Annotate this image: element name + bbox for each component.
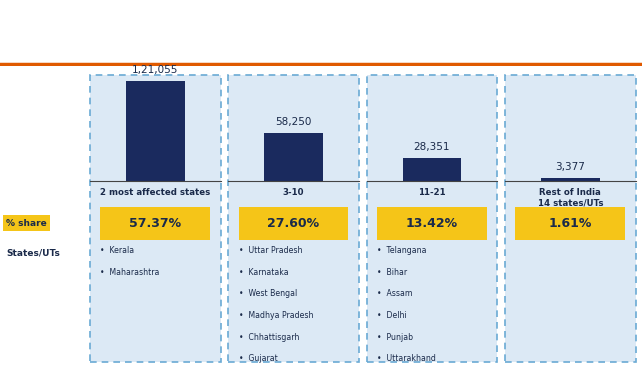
Text: 3,377: 3,377 <box>555 162 586 172</box>
Text: •  Delhi: • Delhi <box>377 311 407 320</box>
Text: States/UTs: States/UTs <box>6 249 60 258</box>
Text: •  Karnataka: • Karnataka <box>239 268 288 276</box>
Text: 13.42%: 13.42% <box>406 217 458 230</box>
Text: Active Cases Distribution: 57% of total active cases in 2 states: Active Cases Distribution: 57% of total … <box>13 22 642 41</box>
Text: 28,351: 28,351 <box>413 142 450 152</box>
Text: 1,21,055: 1,21,055 <box>132 65 178 75</box>
Text: •  Gujarat: • Gujarat <box>239 354 277 364</box>
Text: 1.61%: 1.61% <box>548 217 592 230</box>
Text: •  Kerala: • Kerala <box>100 246 134 255</box>
Text: 3-10: 3-10 <box>283 188 304 198</box>
Text: 58,250: 58,250 <box>275 117 312 127</box>
FancyBboxPatch shape <box>367 75 497 362</box>
FancyBboxPatch shape <box>505 75 636 362</box>
Text: •  Chhattisgarh: • Chhattisgarh <box>239 333 299 342</box>
FancyBboxPatch shape <box>541 178 600 181</box>
FancyBboxPatch shape <box>377 206 487 240</box>
Text: •  West Bengal: • West Bengal <box>239 289 297 298</box>
Text: 11-21: 11-21 <box>418 188 446 198</box>
Text: •  Madhya Pradesh: • Madhya Pradesh <box>239 311 313 320</box>
Text: •  Telangana: • Telangana <box>377 246 426 255</box>
Text: Rest of India
14 states/UTs: Rest of India 14 states/UTs <box>537 188 603 208</box>
Text: •  Assam: • Assam <box>377 289 413 298</box>
Text: 27.60%: 27.60% <box>268 217 320 230</box>
FancyBboxPatch shape <box>126 81 185 181</box>
Text: •  Maharashtra: • Maharashtra <box>100 268 160 276</box>
FancyBboxPatch shape <box>229 75 359 362</box>
FancyBboxPatch shape <box>90 75 221 362</box>
Text: 57.37%: 57.37% <box>129 217 181 230</box>
Text: •  Bihar: • Bihar <box>377 268 407 276</box>
Text: % share: % share <box>6 219 47 228</box>
Text: •  Uttarakhand: • Uttarakhand <box>377 354 436 364</box>
Text: 2 most affected states: 2 most affected states <box>100 188 211 198</box>
FancyBboxPatch shape <box>239 206 349 240</box>
FancyBboxPatch shape <box>264 133 323 181</box>
Text: •  Uttar Pradesh: • Uttar Pradesh <box>239 246 302 255</box>
Text: •  Punjab: • Punjab <box>377 333 413 342</box>
FancyBboxPatch shape <box>100 206 210 240</box>
FancyBboxPatch shape <box>403 158 462 181</box>
FancyBboxPatch shape <box>516 206 625 240</box>
